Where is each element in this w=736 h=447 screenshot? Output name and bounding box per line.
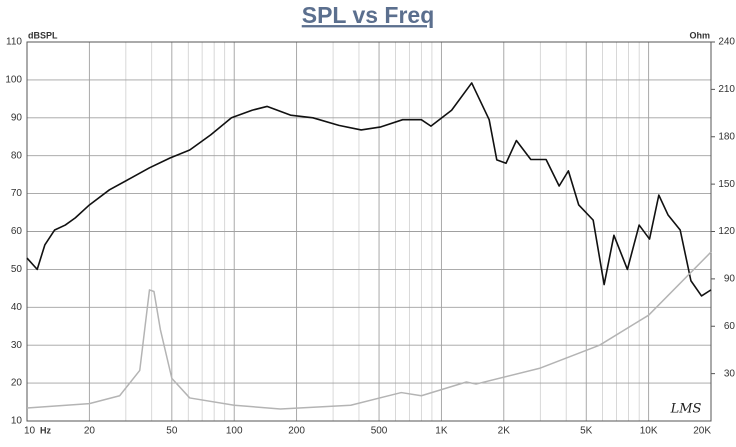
y2-tick-label: 90 [724, 274, 736, 285]
x-tick-label: 20K [693, 426, 711, 437]
y-tick-label: 40 [11, 302, 23, 313]
y-tick-label: 10 [11, 416, 23, 427]
y2-axis-label: Ohm [689, 30, 710, 40]
x-tick-label: 100 [226, 426, 243, 437]
y2-tick-label: 180 [718, 131, 735, 142]
chart-title: SPL vs Freq [302, 2, 435, 28]
x-tick-label: 20 [84, 426, 96, 437]
x-tick-label: 2K [498, 426, 511, 437]
x-tick-label: 5K [580, 426, 593, 437]
y-tick-label: 30 [11, 340, 23, 351]
y2-tick-label: 210 [718, 84, 735, 95]
y-tick-label: 20 [11, 378, 23, 389]
y2-tick-label: 240 [718, 37, 735, 48]
y-tick-label: 110 [6, 37, 22, 48]
x-tick-label: 1K [435, 426, 448, 437]
x-tick-label: 10K [640, 426, 658, 437]
x-tick-label: 10 [24, 426, 36, 437]
y2-tick-label: 150 [718, 179, 735, 190]
series-line [26, 251, 712, 410]
y2-tick-label: 60 [724, 321, 736, 332]
y-tick-label: 70 [11, 188, 23, 199]
y2-tick-label: 120 [718, 226, 735, 237]
logo: LMS [670, 402, 702, 417]
x-tick-label: 50 [166, 426, 178, 437]
y2-tick-label: 30 [724, 368, 736, 379]
series-line [26, 82, 712, 297]
x-tick-label: 200 [288, 426, 305, 437]
y-tick-label: 50 [11, 264, 23, 275]
y-tick-label: 90 [11, 112, 23, 123]
y-axis-label: dBSPL [28, 30, 58, 40]
y-tick-label: 60 [11, 226, 23, 237]
y-tick-label: 80 [11, 150, 23, 161]
x-tick-label: 500 [371, 426, 388, 437]
plot-frame [26, 41, 712, 422]
y-tick-label: 100 [5, 75, 22, 86]
x-unit-label: Hz [40, 425, 51, 435]
